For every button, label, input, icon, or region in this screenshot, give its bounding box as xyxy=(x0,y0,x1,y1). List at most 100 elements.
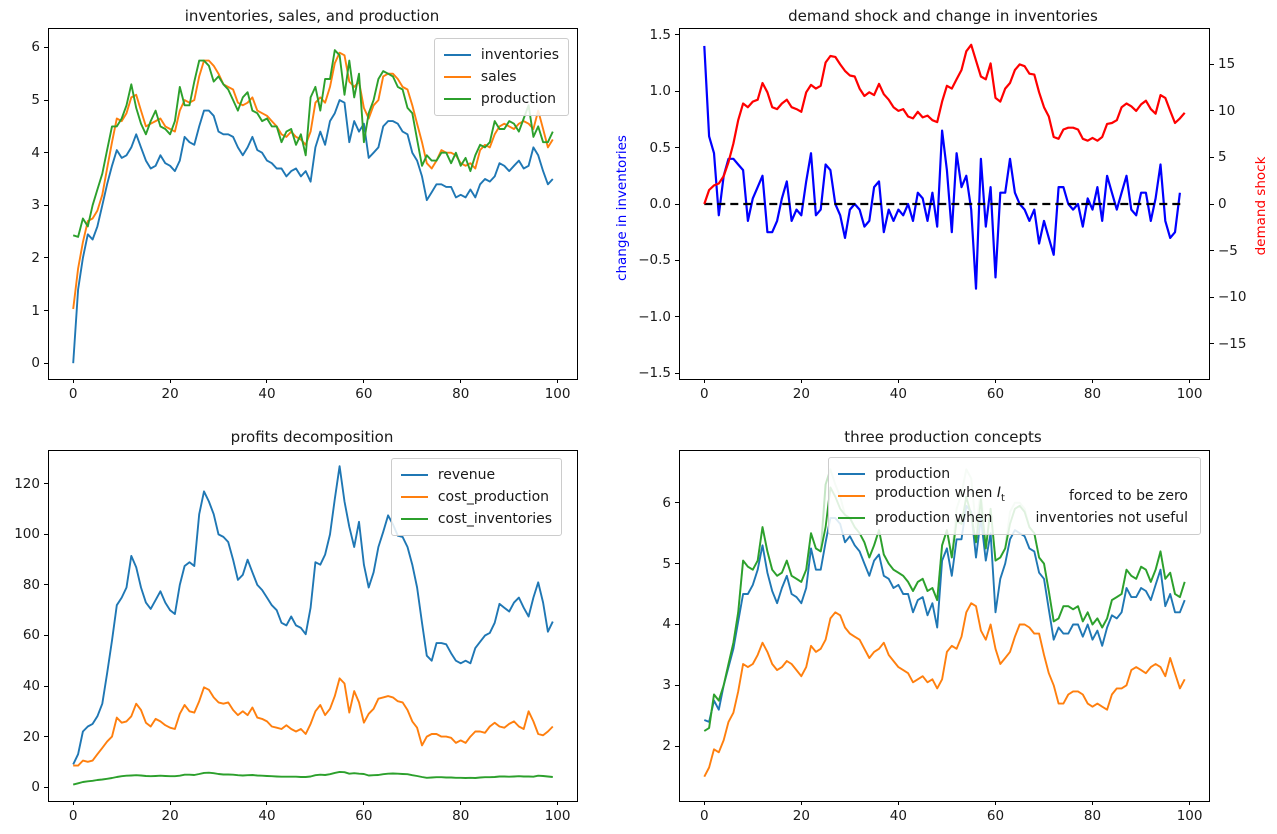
y-tick-label: 0 xyxy=(31,355,40,372)
y-tick-label: 2 xyxy=(662,738,671,755)
y-tick-label: 0 xyxy=(31,779,40,796)
series-line-revenue xyxy=(72,465,554,765)
legend-label2-production-zero-inventories: forced to be zero xyxy=(1068,487,1188,504)
y-tick-mark-right xyxy=(1210,250,1214,252)
y-tick-mark xyxy=(675,623,679,625)
x-tick-mark xyxy=(1189,379,1191,383)
x-tick-label: 20 xyxy=(161,386,179,402)
y-tick-label: 2 xyxy=(31,249,40,266)
x-tick-mark xyxy=(266,801,268,805)
chart-panel-inventories-sales-production: 0 20 40 60 80 100 0 1 2 3 4 5 6 inventories sales produ… xyxy=(31,28,578,402)
y-tick-label: 120 xyxy=(14,475,40,492)
three-production-concepts-legend: production production when It forced to be… xyxy=(828,457,1201,535)
profits-decomposition-legend: revenue cost_production cost_inventories xyxy=(390,458,562,536)
x-tick-mark xyxy=(363,801,365,805)
x-tick-mark xyxy=(1092,801,1094,805)
legend-item-production-zero-inventories: production when It forced to be zero xyxy=(838,485,1191,507)
x-tick-label: 80 xyxy=(452,808,470,824)
y-axis-label-change-in-inventories: change in inventories xyxy=(614,135,630,281)
x-tick-mark xyxy=(703,379,705,383)
y-tick-label: 1.0 xyxy=(649,83,671,100)
legend-label-production: production xyxy=(480,90,557,107)
x-tick-mark xyxy=(1189,801,1191,805)
y-tick-mark xyxy=(675,563,679,565)
y-tick-label: 1.5 xyxy=(649,26,671,43)
legend-label-revenue: revenue xyxy=(437,466,496,483)
y-tick-mark xyxy=(44,46,48,48)
x-tick-mark xyxy=(72,801,74,805)
x-tick-label: 20 xyxy=(161,808,179,824)
x-tick-label: 0 xyxy=(68,386,78,402)
y-tick-label: 5 xyxy=(662,555,671,572)
series-line-production-zero-inventories xyxy=(703,602,1186,778)
y-tick-label: 80 xyxy=(22,576,40,593)
y-tick-label: 3 xyxy=(31,197,40,214)
x-tick-mark xyxy=(800,379,802,383)
three-production-concepts-plot-area xyxy=(703,468,1186,778)
y-tick-label: −1.0 xyxy=(638,308,671,325)
y-tick-label-right: −15 xyxy=(1218,335,1247,352)
legend-item-production: production xyxy=(443,88,559,110)
legend-label-cost_production: cost_production xyxy=(437,488,550,505)
x-tick-label: 0 xyxy=(699,386,709,402)
legend-swatch-revenue xyxy=(400,474,428,476)
y-tick-mark xyxy=(675,147,679,149)
x-tick-mark xyxy=(1092,379,1094,383)
y-tick-mark xyxy=(44,786,48,788)
profits-decomposition-plot-area xyxy=(72,465,554,786)
x-tick-label: 80 xyxy=(452,386,470,402)
y-tick-label: −1.5 xyxy=(638,365,671,382)
legend-swatch-cost_inventories xyxy=(400,518,428,520)
chart-title-three-production-concepts: three production concepts xyxy=(844,428,1042,446)
x-tick-label: 60 xyxy=(986,386,1005,402)
legend-item-cost_production: cost_production xyxy=(400,486,552,508)
x-tick-label: 100 xyxy=(544,808,571,824)
x-tick-mark xyxy=(897,379,899,383)
legend-swatch-production xyxy=(443,98,471,100)
legend-swatch-production xyxy=(838,473,865,475)
y-tick-mark xyxy=(675,316,679,318)
y-tick-label: 0.0 xyxy=(649,196,671,212)
chart-title-profits-decomposition: profits decomposition xyxy=(230,428,394,446)
y-tick-label-right: 10 xyxy=(1218,102,1236,119)
y-tick-mark xyxy=(675,34,679,36)
legend-item-production-inventories-not-useful: production when inventories not useful xyxy=(838,507,1191,529)
y-tick-mark xyxy=(44,533,48,535)
x-tick-label: 40 xyxy=(258,386,276,402)
y-tick-label: 0.5 xyxy=(649,139,671,156)
legend-label-inventories: inventories xyxy=(480,46,559,63)
x-tick-label: 80 xyxy=(1083,808,1102,824)
y-tick-mark-right xyxy=(1210,203,1214,205)
x-tick-label: 40 xyxy=(258,808,276,824)
x-tick-mark xyxy=(72,379,74,383)
legend-item-production: production xyxy=(838,463,1191,485)
legend-swatch-sales xyxy=(443,76,471,78)
y-tick-label-right: 0 xyxy=(1218,196,1227,212)
y-tick-label: 60 xyxy=(22,627,40,644)
series-line-production xyxy=(703,504,1186,723)
x-tick-label: 20 xyxy=(792,808,810,824)
chart-title-inventories-sales-production: inventories, sales, and production xyxy=(184,7,440,25)
y-tick-mark xyxy=(675,90,679,92)
x-tick-label: 100 xyxy=(1176,808,1203,824)
legend-label-sales: sales xyxy=(480,68,517,85)
y-tick-label: 100 xyxy=(14,526,40,543)
y-tick-mark xyxy=(44,736,48,738)
chart-panel-demand-shock: 0 20 40 60 80 100 −1.5 −1.0 −0.5 0.0 0.5 1.0 1.5 −15−… xyxy=(638,27,1246,402)
legend-label2-production-inventories-not-useful: inventories not useful xyxy=(1035,509,1188,526)
series-line-production-inventories-not-useful xyxy=(703,486,1186,732)
legend-label-cost_inventories: cost_inventories xyxy=(437,510,552,527)
x-tick-label: 20 xyxy=(792,386,810,402)
x-tick-label: 40 xyxy=(889,386,907,402)
y-tick-mark xyxy=(44,204,48,206)
y-tick-mark xyxy=(44,310,48,312)
y-tick-mark xyxy=(675,259,679,261)
x-tick-mark xyxy=(703,801,705,805)
y-tick-mark-right xyxy=(1210,63,1214,65)
y-tick-label: 6 xyxy=(662,494,671,511)
y-tick-mark-right xyxy=(1210,343,1214,345)
y-tick-mark-right xyxy=(1210,296,1214,298)
legend-item-revenue: revenue xyxy=(400,464,552,486)
x-tick-label: 100 xyxy=(544,386,571,402)
x-tick-mark xyxy=(800,801,802,805)
